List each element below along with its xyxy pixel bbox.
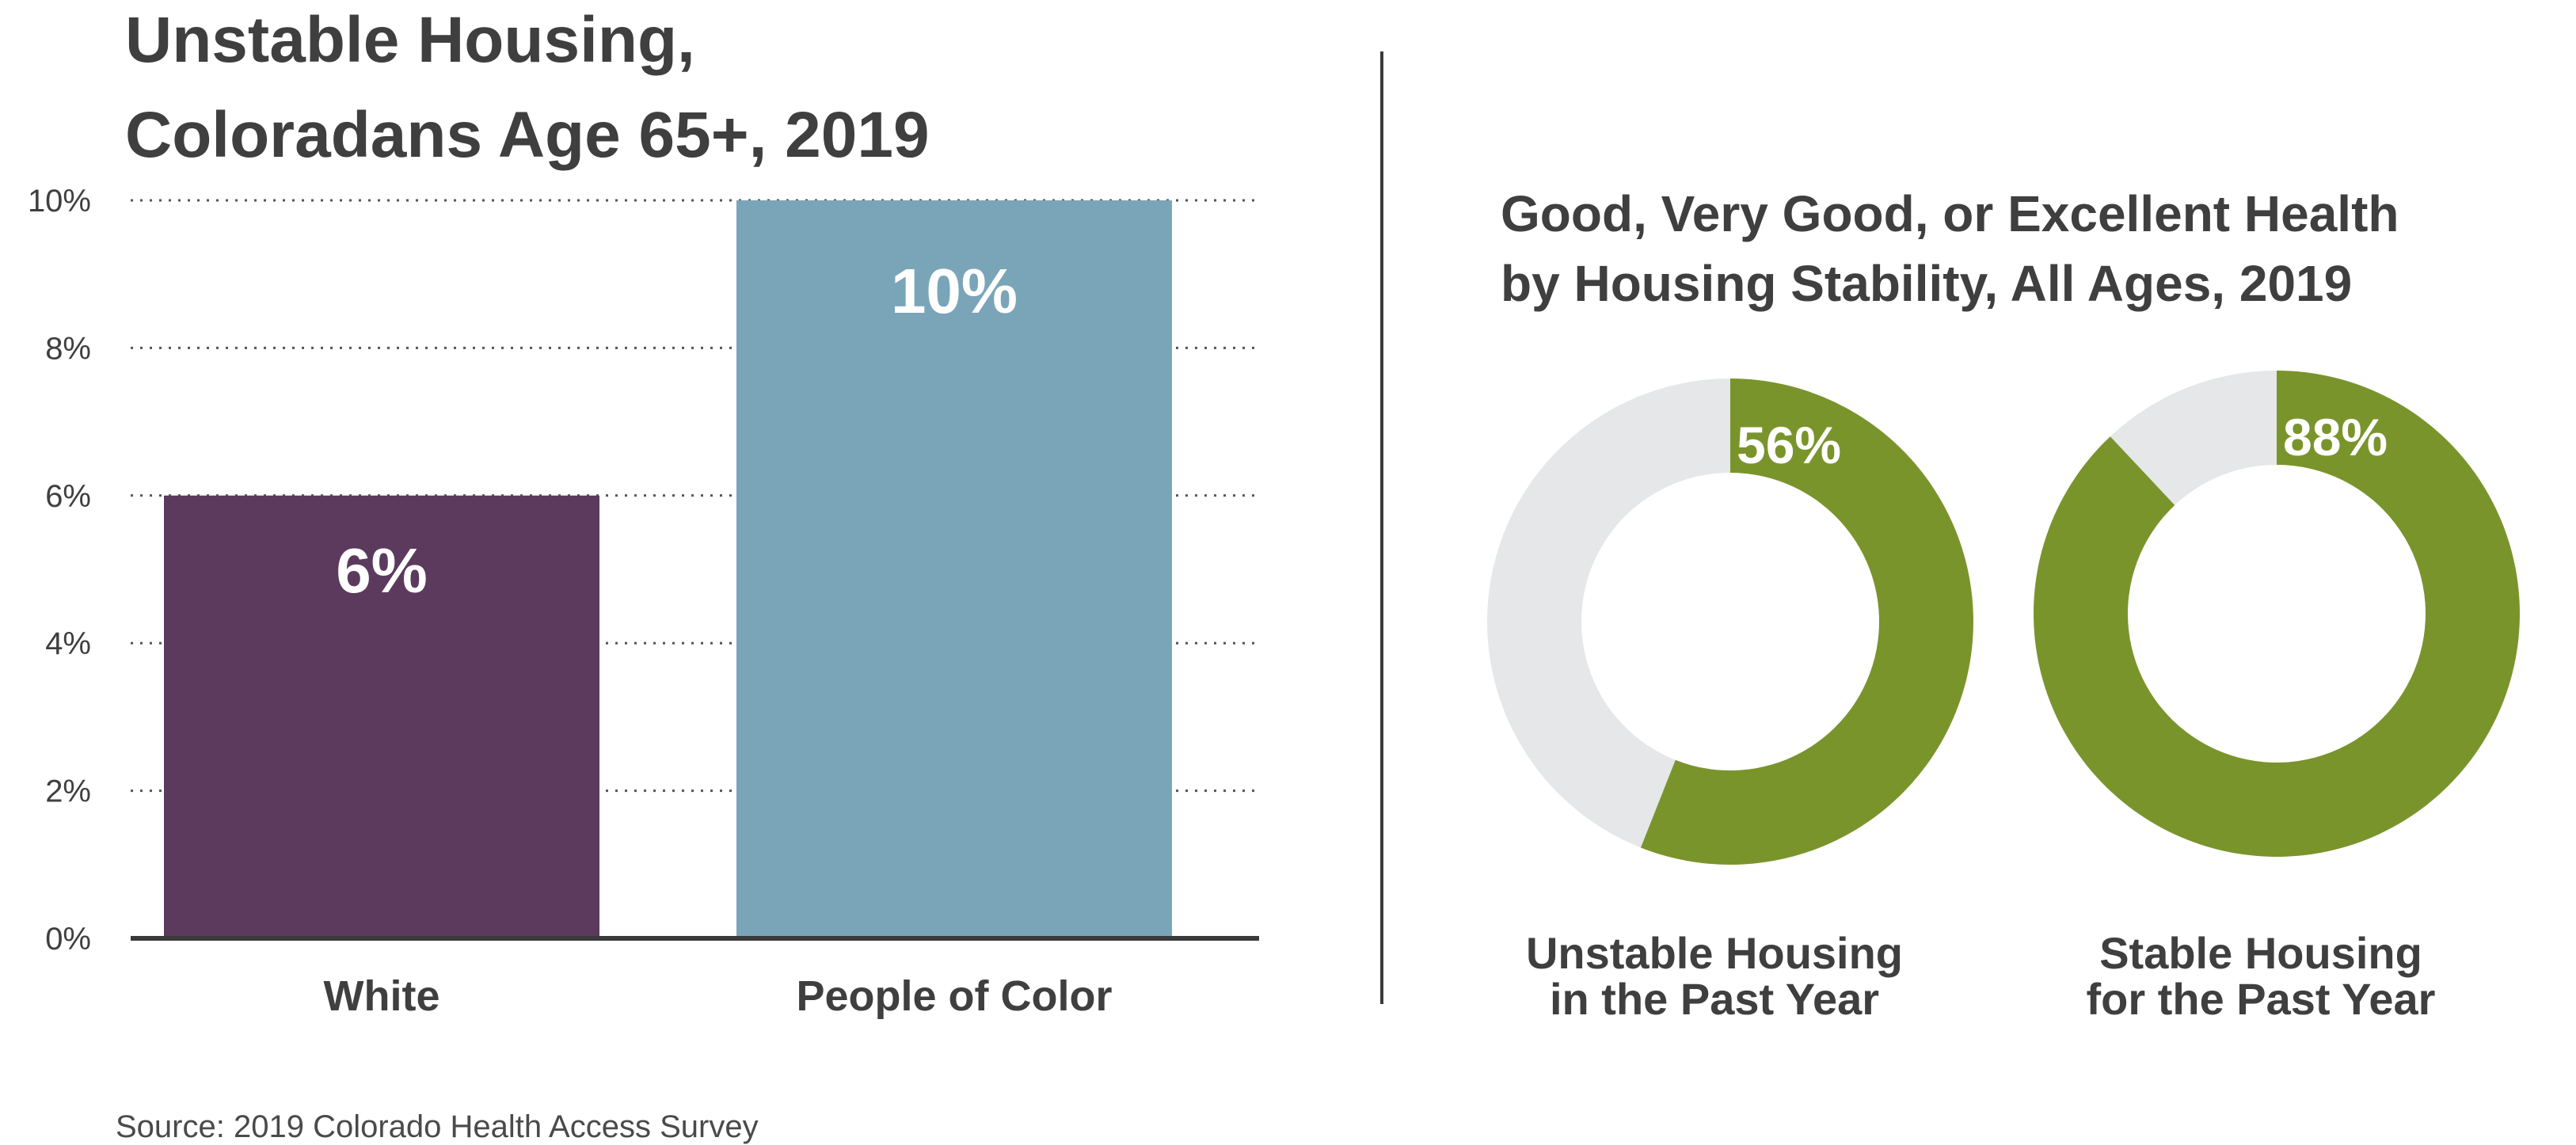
y-tick-label: 0% bbox=[45, 922, 91, 957]
bar-value-label: 6% bbox=[336, 535, 428, 606]
bar-chart-title-line2: Coloradans Age 65+, 2019 bbox=[125, 99, 930, 171]
donut-value-label: 56% bbox=[1737, 416, 1841, 474]
donut-category-label: in the Past Year bbox=[1550, 974, 1879, 1024]
donut-value-label: 88% bbox=[2283, 408, 2388, 466]
donut-remainder-slice bbox=[1487, 378, 1730, 848]
donut-chart-title-line1: Good, Very Good, or Excellent Health bbox=[1501, 185, 2399, 242]
y-tick-label: 8% bbox=[45, 331, 91, 366]
bar-value-label: 10% bbox=[891, 256, 1018, 326]
category-label: White bbox=[324, 972, 440, 1020]
bar-chart-title-line1: Unstable Housing, bbox=[125, 4, 695, 76]
bar-chart: 0% 2% 4% 6% 8% 10% 6% White 10% People of Color bbox=[28, 184, 1259, 1020]
donut-category-label: for the Past Year bbox=[2087, 974, 2436, 1024]
bar-people-of-color bbox=[736, 200, 1172, 938]
category-label: People of Color bbox=[796, 972, 1112, 1020]
bar-white bbox=[164, 495, 599, 938]
source-note: Source: 2019 Colorado Health Access Surv… bbox=[116, 1109, 759, 1144]
donut-value-slice bbox=[1640, 378, 1973, 865]
donut-category-label: Stable Housing bbox=[2099, 928, 2422, 978]
donut-remainder-slice bbox=[2110, 371, 2277, 505]
y-tick-label: 10% bbox=[28, 184, 91, 219]
y-tick-label: 4% bbox=[45, 626, 91, 661]
donut-category-label: Unstable Housing bbox=[1526, 928, 1903, 978]
donut-value-slice bbox=[2034, 371, 2520, 857]
y-tick-label: 6% bbox=[45, 479, 91, 514]
y-tick-label: 2% bbox=[45, 774, 91, 809]
donut-chart-title-line2: by Housing Stability, All Ages, 2019 bbox=[1501, 255, 2352, 312]
